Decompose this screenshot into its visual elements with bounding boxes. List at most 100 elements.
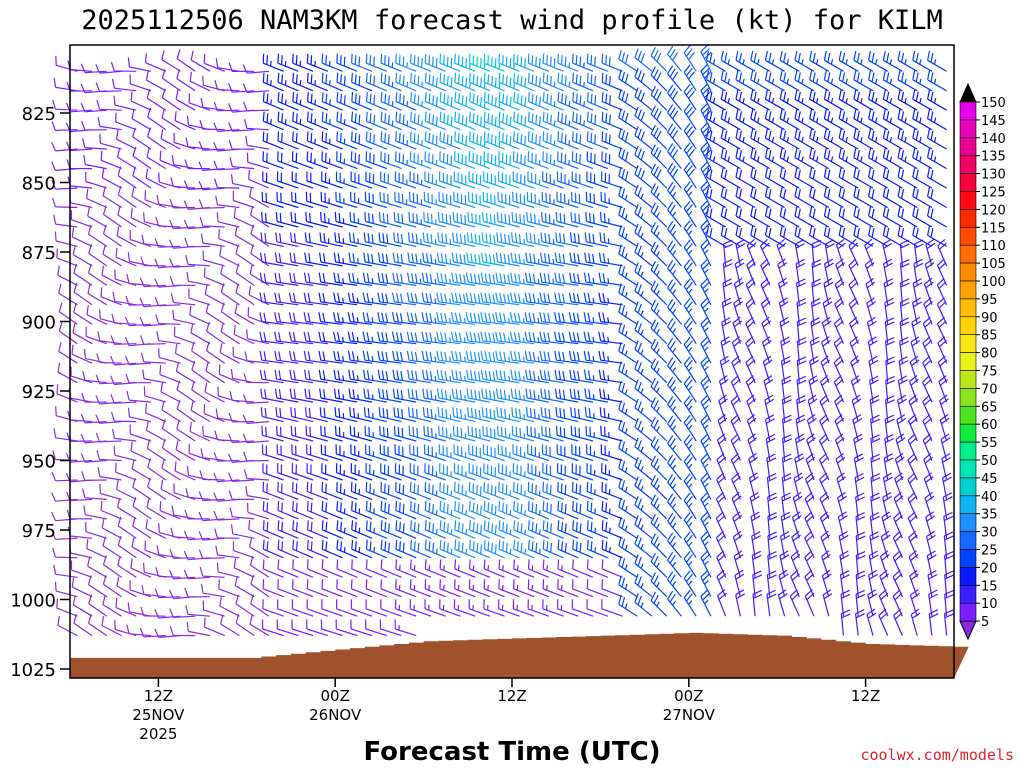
- wind-barb: [683, 161, 697, 189]
- wind-barb: [154, 258, 181, 269]
- wind-barb: [169, 219, 196, 230]
- colorbar-swatch: [959, 280, 977, 300]
- wind-barb: [777, 589, 788, 617]
- wind-barb: [750, 109, 771, 131]
- colorbar-label: 40: [981, 490, 998, 505]
- y-tick-label: 900: [22, 313, 56, 334]
- wind-barb: [650, 183, 668, 208]
- wind-barb: [779, 167, 800, 189]
- wind-barb: [51, 511, 78, 522]
- wind-barb: [823, 89, 844, 111]
- wind-barb: [618, 283, 638, 306]
- wind-barb: [102, 205, 122, 228]
- wind-barb: [583, 292, 608, 306]
- wind-barb: [732, 316, 743, 344]
- wind-barb: [380, 463, 402, 481]
- wind-barb: [794, 187, 815, 209]
- wind-barb: [351, 559, 373, 578]
- wind-barb: [365, 72, 388, 92]
- wind-barb: [131, 537, 152, 559]
- wind-barb: [350, 171, 373, 189]
- x-tick-year: 2025: [139, 725, 177, 743]
- wind-barb: [750, 225, 771, 247]
- wind-barb: [910, 336, 921, 364]
- wind-barb: [650, 514, 668, 539]
- wind-barb: [348, 388, 373, 403]
- wind-barb: [868, 187, 888, 209]
- wind-barb: [351, 520, 373, 539]
- wind-barb: [618, 302, 638, 325]
- wind-barb: [199, 470, 225, 481]
- wind-barb: [864, 258, 875, 286]
- wind-barb: [927, 206, 947, 228]
- wind-barb: [380, 481, 402, 500]
- wind-barb: [191, 380, 211, 403]
- wind-barb: [52, 197, 78, 209]
- wind-barb: [667, 65, 682, 92]
- wind-barb: [833, 316, 845, 344]
- colorbar-swatch: [959, 334, 977, 353]
- wind-barb: [188, 288, 211, 306]
- wind-barb: [793, 472, 804, 500]
- wind-barb: [170, 177, 196, 189]
- wind-barb: [525, 232, 549, 247]
- wind-barb: [583, 312, 608, 325]
- wind-barb: [634, 126, 653, 150]
- wind-barb: [554, 331, 579, 345]
- wind-barb: [392, 388, 417, 403]
- wind-barb: [835, 258, 845, 286]
- wind-barb: [805, 452, 816, 481]
- wind-barb: [483, 579, 505, 598]
- wind-barb: [667, 435, 682, 461]
- colorbar-swatch: [959, 513, 977, 532]
- wind-barb: [321, 501, 343, 520]
- wind-barb: [809, 167, 830, 189]
- wind-barb: [851, 394, 862, 422]
- wind-barb: [498, 131, 520, 150]
- wind-barb: [349, 407, 373, 423]
- wind-barb: [117, 555, 137, 578]
- wind-barb: [132, 166, 152, 189]
- wind-barb: [335, 619, 358, 637]
- wind-barb: [618, 517, 638, 539]
- wind-barb: [882, 167, 903, 189]
- wind-barb: [497, 171, 520, 189]
- wind-barb: [512, 463, 535, 481]
- wind-barb: [205, 303, 226, 325]
- wind-barb: [634, 476, 653, 500]
- wind-barb: [527, 559, 550, 578]
- wind-barb: [912, 225, 933, 247]
- wind-barb: [334, 212, 358, 228]
- wind-barb: [750, 187, 771, 209]
- wind-barb: [203, 53, 225, 72]
- wind-barb: [634, 281, 653, 306]
- wind-barb: [599, 388, 623, 403]
- wind-barb: [52, 547, 78, 559]
- credit-link[interactable]: coolwx.com/models: [860, 746, 1014, 764]
- wind-barb: [306, 481, 329, 500]
- wind-barb: [336, 72, 358, 92]
- wind-barb: [321, 539, 343, 559]
- wind-barb: [794, 167, 815, 189]
- wind-barb: [249, 187, 270, 209]
- wind-barb: [908, 530, 918, 559]
- wind-barb: [95, 82, 122, 93]
- wind-barb: [191, 341, 211, 364]
- wind-barb: [571, 151, 594, 170]
- wind-barb: [525, 369, 549, 384]
- wind-barb: [554, 388, 579, 403]
- colorbar-swatch: [959, 119, 977, 139]
- wind-barb: [809, 355, 819, 383]
- wind-barb: [262, 72, 284, 92]
- wind-barb: [392, 252, 417, 267]
- wind-barb: [394, 171, 417, 189]
- wind-barb: [306, 599, 329, 617]
- wind-barb: [922, 336, 933, 364]
- wind-barb: [510, 388, 535, 403]
- wind-barb: [667, 376, 682, 403]
- wind-barb: [764, 225, 785, 247]
- wind-barb: [292, 53, 314, 72]
- wind-barb: [667, 551, 682, 578]
- wind-barb: [683, 453, 697, 481]
